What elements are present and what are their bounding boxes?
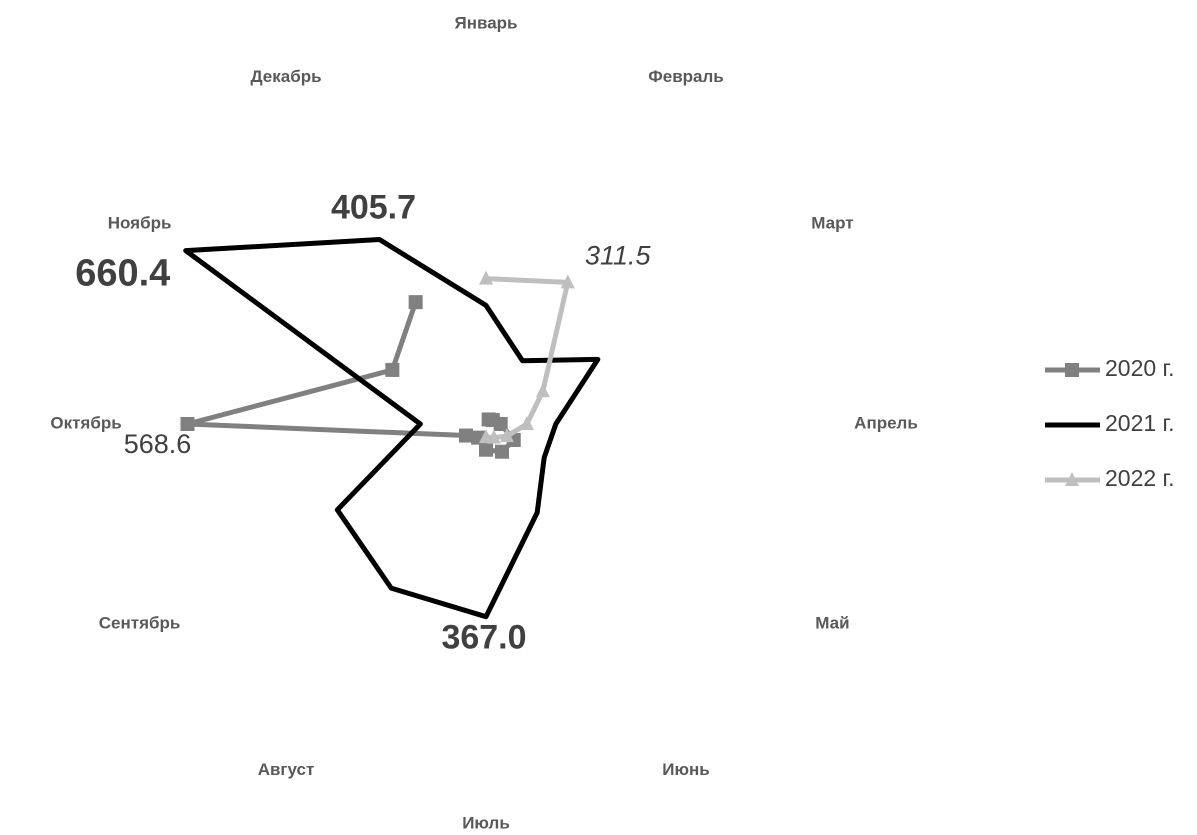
category-label: Сентябрь	[99, 613, 181, 632]
marker	[180, 417, 195, 431]
legend-label: 2022 г.	[1105, 465, 1175, 491]
category-label: Март	[811, 213, 853, 232]
category-label: Август	[258, 760, 315, 779]
marker	[519, 416, 534, 430]
category-label: Октябрь	[50, 413, 121, 432]
category-label: Май	[815, 613, 849, 632]
category-label: Январь	[454, 13, 517, 32]
category-label: Февраль	[648, 67, 724, 86]
marker	[385, 362, 400, 377]
legend-marker	[1065, 363, 1079, 377]
category-label: Ноябрь	[108, 213, 172, 232]
marker	[493, 417, 508, 431]
category-label: Декабрь	[250, 67, 321, 86]
marker	[458, 428, 473, 443]
marker	[479, 429, 493, 444]
legend-label: 2020 г.	[1105, 355, 1175, 381]
marker	[408, 295, 423, 310]
marker	[535, 383, 550, 398]
data-label: 568.6	[124, 429, 192, 459]
legend-label: 2021 г.	[1105, 410, 1175, 436]
data-label: 405.7	[331, 189, 416, 227]
category-label: Апрель	[854, 413, 918, 432]
legend-marker	[1065, 472, 1079, 486]
category-label: Июль	[462, 813, 510, 830]
data-label: 367.0	[441, 619, 526, 657]
marker	[479, 442, 493, 457]
category-label: Июнь	[662, 760, 709, 779]
marker	[495, 444, 510, 459]
series-line	[183, 237, 601, 620]
marker	[479, 270, 493, 285]
data-label: 660.4	[75, 253, 170, 295]
marker	[560, 274, 575, 289]
data-label: 311.5	[585, 240, 652, 270]
marker	[499, 428, 514, 443]
